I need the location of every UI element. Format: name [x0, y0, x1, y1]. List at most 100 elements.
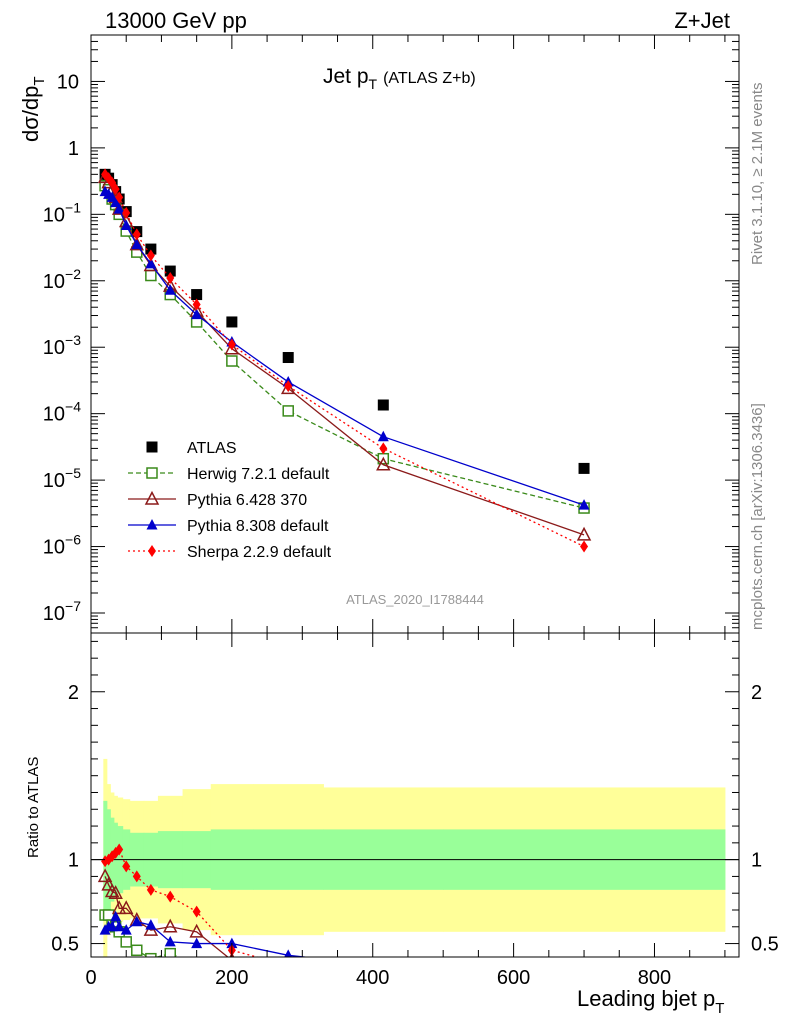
series-3-point-5 [120, 219, 132, 230]
series-1-point-7 [145, 269, 157, 282]
y-tick-label-4: 10−3 [43, 332, 81, 359]
legend-label-1: Herwig 7.2.1 default [187, 466, 330, 483]
series-0-point-7 [145, 243, 157, 255]
series-0-point-12 [377, 399, 389, 411]
series-3-point-3 [110, 196, 122, 208]
legend-label-3: Pythia 8.308 default [187, 518, 329, 535]
series-1-line [104, 185, 585, 509]
series-2-ratio-point-2 [104, 883, 120, 898]
series-4-ratio-point-7 [146, 883, 155, 896]
series-3-point-13 [578, 499, 590, 510]
series-2-ratio-point-0 [97, 868, 113, 883]
ratio-tick-label-l-1: 1 [68, 850, 79, 872]
analysis-watermark: ATLAS_2020_I1788444 [346, 592, 484, 607]
ratio-tick-label-r-0: 0.5 [751, 934, 779, 956]
series-3-point-4 [113, 203, 125, 214]
series-1-ratio-point-5 [120, 936, 132, 948]
ratio-tick-label-r-1: 1 [751, 850, 762, 872]
series-4-point-13 [580, 540, 589, 553]
ratio-tick-label-r-2: 2 [751, 682, 762, 704]
series-3-ratio-point-6 [131, 915, 143, 927]
series-2-point-10 [224, 340, 240, 355]
y-tick-label-2: 10−5 [43, 465, 81, 492]
legend-marker-4 [148, 545, 156, 557]
series-3-line [104, 191, 585, 506]
series-4-point-7 [146, 249, 155, 262]
series-4-point-10 [227, 338, 236, 351]
legend-label-0: ATLAS [187, 440, 237, 457]
series-0-point-10 [226, 316, 238, 328]
legend-marker-3 [146, 519, 158, 530]
chart-title: Jet pT (ATLAS Z+b) [323, 65, 476, 92]
y-tick-label-6: 10−1 [43, 199, 81, 226]
series-3-ratio-point-3 [110, 910, 122, 922]
series-4-ratio-point-4 [115, 843, 124, 856]
series-3-point-6 [131, 238, 143, 250]
y-axis-label: dσ/dpT [18, 76, 48, 142]
legend-marker-0 [146, 441, 158, 453]
ratio-axis-label: Ratio to ATLAS [25, 757, 42, 858]
series-0-point-11 [282, 352, 294, 364]
series-1-point-10 [226, 355, 238, 367]
series-0-point-9 [191, 289, 203, 301]
series-1-ratio-point-8 [164, 947, 176, 957]
ratio-panel: 0 200 400 600 800 0.5 0.5 1 1 2 2 [51, 632, 779, 989]
ratio-plot-area [91, 758, 739, 957]
series-0-point-13 [578, 462, 590, 474]
mcplots-label: mcplots.cern.ch [arXiv:1306.3436] [749, 403, 766, 630]
series-4-ratio-point-5 [122, 860, 131, 873]
ratio-axis-ticks: 0 200 400 600 800 0.5 0.5 1 1 2 2 [51, 633, 779, 989]
series-0-point-8 [164, 265, 176, 277]
legend-label-4: Sherpa 2.2.9 default [187, 544, 332, 561]
series-2-point-4 [111, 200, 127, 215]
series-3-ratio-point-9 [191, 937, 203, 949]
series-2-point-11 [280, 380, 296, 395]
series-3-ratio-point-7 [145, 919, 157, 930]
ratio-tick-label-l-2: 2 [68, 682, 79, 704]
series-4-point-9 [192, 298, 201, 311]
series-3-point-7 [145, 257, 157, 269]
series-3-ratio-point-11 [284, 949, 293, 957]
series-4-point-5 [122, 206, 131, 219]
ratio-frame [90, 632, 740, 958]
y-tick-label-8: 10 [57, 71, 79, 93]
series-3-ratio-point-2 [106, 920, 118, 932]
x-tick-label-0: 0 [85, 967, 96, 989]
series-3-ratio-point-8 [164, 935, 176, 947]
x-axis-label: Leading bjet pT [577, 986, 724, 1017]
series-4-line [104, 173, 585, 548]
series-3-ratio-point-4 [113, 920, 125, 932]
y-tick-label-1: 10−6 [43, 532, 81, 559]
series-1-ratio-line [105, 914, 181, 957]
y-tick-label-0: 10−7 [43, 598, 81, 625]
series-1-point-11 [282, 405, 294, 417]
series-2-point-12 [376, 456, 391, 471]
series-2-ratio-point-1 [101, 876, 116, 891]
x-tick-label-1: 200 [215, 967, 248, 989]
series-4-point-3 [111, 183, 120, 196]
series-2-ratio-point-4 [111, 900, 127, 915]
series-4-point-11 [284, 380, 293, 393]
x-tick-label-2: 400 [356, 967, 389, 989]
series-2-ratio-point-9 [189, 923, 204, 938]
series-4-ratio-point-9 [192, 905, 201, 918]
series-4-ratio-line [104, 848, 260, 957]
legend-marker-1 [146, 467, 158, 479]
series-2-ratio-point-8 [163, 918, 178, 933]
process-label: Z+Jet [674, 8, 730, 33]
series-3-point-12 [377, 430, 389, 442]
main-plot-area [97, 168, 592, 553]
series-3-ratio-point-10 [226, 937, 238, 949]
series-3-point-9 [191, 308, 203, 320]
x-tick-label-4: 800 [638, 967, 671, 989]
y-tick-label-7: 1 [68, 138, 79, 160]
series-3-point-8 [164, 284, 176, 295]
legend-marker-2 [144, 490, 160, 505]
rivet-version-label: Rivet 3.1.10, ≥ 2.1M events [749, 83, 766, 266]
series-4-point-4 [115, 191, 124, 204]
series-4-point-12 [379, 442, 388, 455]
series-4-ratio-point-6 [132, 870, 141, 883]
legend: ATLAS Herwig 7.2.1 default Pythia 6.428 37… [128, 440, 332, 561]
series-4-ratio-point-8 [166, 890, 175, 903]
